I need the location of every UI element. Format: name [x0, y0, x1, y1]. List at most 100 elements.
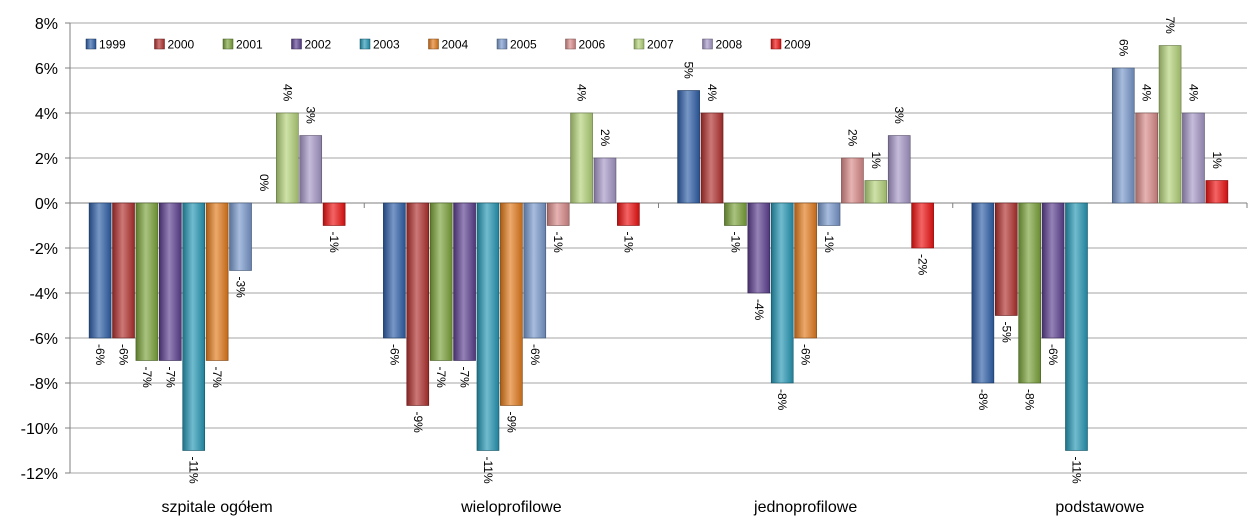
- y-tick-label: -8%: [30, 376, 58, 393]
- data-label: -3%: [234, 277, 248, 299]
- data-label: -4%: [752, 299, 766, 321]
- legend-swatch: [428, 38, 439, 50]
- data-label: 5%: [682, 62, 696, 80]
- category-label: szpitale ogółem: [162, 499, 273, 516]
- bar-1999: [383, 202, 406, 339]
- data-label: -8%: [976, 389, 990, 411]
- bar-2005: [1111, 67, 1135, 204]
- data-label: 4%: [1186, 84, 1200, 102]
- legend-label: 2002: [305, 38, 332, 52]
- y-tick-label: -6%: [30, 331, 58, 348]
- bar-2004: [794, 202, 817, 339]
- bar-2001: [429, 202, 453, 361]
- bar-2008: [299, 135, 323, 204]
- data-label: -1%: [822, 232, 836, 254]
- bar-2005: [229, 202, 252, 271]
- bar-1999: [88, 202, 112, 339]
- data-label: 2%: [845, 129, 859, 147]
- data-label: -11%: [481, 457, 495, 484]
- data-labels: -6% -6% -7% -7% -11% -7% -3% 0% 4% 3% -1% -6% -9% -7%…: [93, 17, 1224, 484]
- data-label: 2%: [598, 129, 612, 147]
- bar-2004: [500, 202, 523, 406]
- data-label: -8%: [1023, 389, 1037, 411]
- legend-swatch: [85, 38, 97, 50]
- legend-label: 2006: [579, 38, 606, 52]
- bar-2000: [112, 202, 135, 339]
- data-label: -6%: [117, 344, 131, 366]
- bar-2002: [747, 202, 771, 294]
- bar-2000: [994, 202, 1018, 316]
- bar-2008: [887, 135, 911, 204]
- bar-2006: [1135, 112, 1158, 204]
- bar-2009: [322, 202, 346, 226]
- bar-2008: [1182, 112, 1205, 204]
- y-tick-label: 2%: [35, 151, 58, 168]
- bar-2003: [1065, 202, 1088, 451]
- bar-2007: [570, 112, 593, 204]
- bar-2003: [182, 202, 206, 451]
- data-label: -7%: [458, 367, 472, 389]
- y-tick-label: 8%: [35, 16, 58, 33]
- y-tick-label: 4%: [35, 106, 58, 123]
- y-tick-label: -4%: [30, 286, 58, 303]
- legend-label: 2004: [442, 38, 469, 52]
- data-label: 4%: [1140, 84, 1154, 102]
- bar-2007: [864, 180, 888, 204]
- bar-2003: [476, 202, 500, 451]
- data-label: 3%: [304, 107, 318, 125]
- bar-2008: [593, 157, 617, 204]
- legend-swatch: [359, 38, 371, 50]
- bar-2005: [523, 202, 547, 339]
- y-tick-label: 0%: [35, 196, 58, 213]
- legend-label: 2001: [236, 38, 263, 52]
- data-label: -11%: [1069, 457, 1083, 484]
- y-tick-label: 6%: [35, 61, 58, 78]
- data-label: -6%: [93, 344, 107, 366]
- bar-2007: [1158, 45, 1182, 204]
- data-label: -6%: [799, 344, 813, 366]
- data-label: -9%: [504, 412, 518, 434]
- bar-2002: [159, 202, 182, 361]
- bar-2002: [1041, 202, 1065, 339]
- data-label: -1%: [551, 232, 565, 254]
- bar-2003: [770, 202, 794, 384]
- legend-swatch: [702, 38, 713, 50]
- data-label: -7%: [434, 367, 448, 389]
- legend-label: 2005: [510, 38, 537, 52]
- data-label: 6%: [1116, 39, 1130, 57]
- bar-2004: [205, 202, 229, 361]
- bar-1999: [677, 90, 700, 204]
- bar-2006: [841, 157, 864, 204]
- bar-2002: [453, 202, 476, 361]
- data-label: -7%: [140, 367, 154, 389]
- legend-label: 2007: [647, 38, 674, 52]
- bar-2001: [724, 202, 747, 226]
- data-label: -6%: [528, 344, 542, 366]
- legend-label: 2008: [716, 38, 743, 52]
- data-label: 4%: [575, 84, 589, 102]
- data-label: 1%: [869, 152, 883, 170]
- data-label: -6%: [387, 344, 401, 366]
- data-label: -1%: [728, 232, 742, 254]
- category-label: wieloprofilowe: [460, 499, 562, 516]
- legend-label: 2003: [373, 38, 400, 52]
- legend-label: 2000: [168, 38, 195, 52]
- bar-2001: [1018, 202, 1041, 384]
- data-label: 4%: [280, 84, 294, 102]
- y-tick-label: -10%: [21, 421, 58, 438]
- data-label: -9%: [411, 412, 425, 434]
- bar-2005: [817, 202, 841, 226]
- data-label: 3%: [892, 107, 906, 125]
- category-label: podstawowe: [1055, 499, 1144, 516]
- data-label: -7%: [210, 367, 224, 389]
- bar-2001: [135, 202, 159, 361]
- legend-swatch: [222, 38, 234, 50]
- data-label: 7%: [1163, 17, 1177, 35]
- data-label: -6%: [1046, 344, 1060, 366]
- y-tick-label: -2%: [30, 241, 58, 258]
- category-label: jednoprofilowe: [753, 499, 857, 516]
- data-label: -5%: [999, 322, 1013, 344]
- data-label: -8%: [775, 389, 789, 411]
- data-label: -7%: [163, 367, 177, 389]
